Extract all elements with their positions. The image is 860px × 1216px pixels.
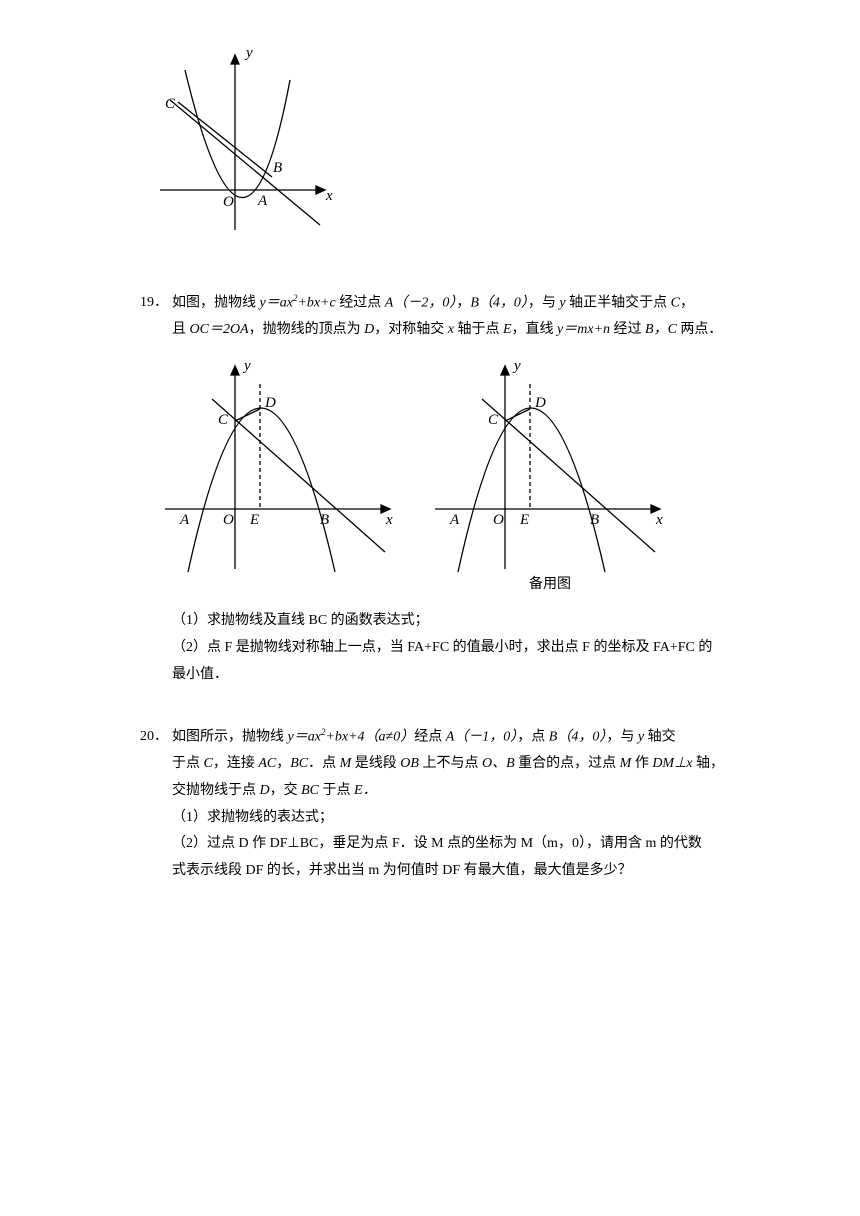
svg-text:y: y: [512, 358, 521, 374]
svg-text:D: D: [264, 395, 276, 411]
p19-figures: y x O A B C D E: [160, 354, 740, 599]
svg-text:O: O: [223, 512, 234, 528]
problem-19: 19． 如图，抛物线 y＝ax2+bx+c 经过点 A（－2，0），B（4，0）…: [140, 290, 740, 688]
svg-text:y: y: [242, 358, 251, 374]
p19-q1: （1）求抛物线及直线 BC 的函数表达式；: [172, 608, 740, 635]
p19-q2a: （2）点 F 是抛物线对称轴上一点，当 FA+FC 的值最小时，求出点 F 的坐…: [172, 635, 740, 662]
svg-text:E: E: [519, 512, 529, 528]
svg-text:B: B: [590, 512, 599, 528]
svg-text:A: A: [449, 512, 460, 528]
p20-q1: （1）求抛物线的表达式；: [172, 805, 740, 832]
p19-caption: 备用图: [430, 572, 670, 599]
svg-text:D: D: [534, 395, 546, 411]
svg-text:C: C: [218, 412, 229, 428]
label-B: B: [273, 160, 282, 176]
svg-text:E: E: [249, 512, 259, 528]
p19-fig-left: y x O A B C D E: [160, 354, 400, 599]
problem-20: 20． 如图所示，抛物线 y＝ax2+bx+4（a≠0）经点 A（－1，0），点…: [140, 724, 740, 884]
figure-top: y x O A B C: [150, 40, 740, 240]
label-O: O: [223, 194, 234, 210]
p19-fig-right: y x O A B C D E 备用图: [430, 354, 670, 599]
p19-subq: （1）求抛物线及直线 BC 的函数表达式； （2）点 F 是抛物线对称轴上一点，…: [172, 608, 740, 688]
svg-text:A: A: [179, 512, 190, 528]
p20-q2b: 式表示线段 DF 的长，并求出当 m 为何值时 DF 有最大值，最大值是多少？: [172, 858, 740, 885]
svg-text:x: x: [655, 512, 663, 528]
label-y: y: [244, 45, 253, 61]
svg-text:x: x: [385, 512, 393, 528]
label-A: A: [257, 193, 268, 209]
svg-text:O: O: [493, 512, 504, 528]
fig-top-svg: y x O A B C: [150, 40, 340, 240]
label-C: C: [165, 96, 176, 112]
p19-num: 19．: [140, 290, 172, 344]
svg-text:B: B: [320, 512, 329, 528]
p19-q2b: 最小值．: [172, 662, 740, 689]
p20-q2a: （2）过点 D 作 DF⊥BC，垂足为点 F．设 M 点的坐标为 M（m，0），…: [172, 831, 740, 858]
svg-text:C: C: [488, 412, 499, 428]
label-x: x: [325, 188, 333, 204]
p19-body: 如图，抛物线 y＝ax2+bx+c 经过点 A（－2，0），B（4，0），与 y…: [172, 290, 740, 344]
p20-num: 20．: [140, 724, 172, 884]
p20-body: 如图所示，抛物线 y＝ax2+bx+4（a≠0）经点 A（－1，0），点 B（4…: [172, 724, 740, 884]
